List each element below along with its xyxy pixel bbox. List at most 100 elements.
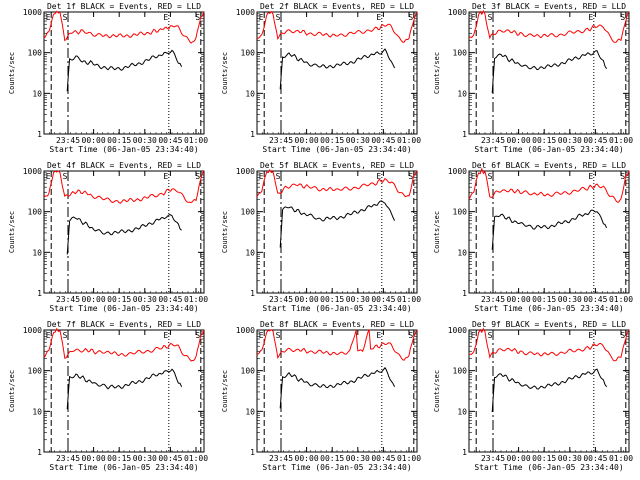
- chart-title: Det 6f BLACK = Events, RED = LLD: [472, 161, 626, 170]
- event-marker-label: S: [408, 331, 413, 340]
- x-tick-label: 00:45: [371, 136, 395, 145]
- y-tick-label: 100: [453, 367, 468, 376]
- y-tick-label: 1: [37, 130, 42, 139]
- chart-panel-1: Det 1f BLACK = Events, RED = LLD 1 10 100 10…: [8, 2, 208, 154]
- x-tick-label: 23:45: [269, 454, 293, 463]
- series-line-lld: [43, 10, 205, 44]
- event-marker-label: E: [471, 331, 476, 340]
- x-tick-label: 23:45: [481, 136, 505, 145]
- y-tick-label: 10: [245, 89, 255, 98]
- x-tick-label: 00:45: [583, 454, 607, 463]
- event-marker-label: E: [471, 172, 476, 181]
- chart-title: Det 9f BLACK = Events, RED = LLD: [472, 320, 626, 329]
- y-tick-label: 100: [453, 208, 468, 217]
- event-marker-label: E: [259, 172, 264, 181]
- y-tick-label: 1000: [448, 167, 467, 176]
- event-marker-label: S: [63, 331, 68, 340]
- chart-panel-2: Det 2f BLACK = Events, RED = LLD 1 10 100 10…: [221, 2, 421, 154]
- series-line-events: [279, 48, 396, 90]
- event-marker-label: S: [620, 13, 625, 22]
- series-line-lld: [256, 10, 418, 43]
- event-marker-label: S: [276, 13, 281, 22]
- y-axis-label: Counts/sec: [221, 52, 229, 94]
- series-line-events: [491, 50, 608, 93]
- y-tick-label: 10: [245, 248, 255, 257]
- event-marker-label: E: [163, 331, 168, 340]
- y-tick-label: 1000: [448, 8, 467, 17]
- chart-panel-8: Det 8f BLACK = Events, RED = LLD 1 10 100 10…: [221, 320, 421, 472]
- x-tick-label: 00:15: [532, 136, 556, 145]
- chart-title: Det 2f BLACK = Events, RED = LLD: [260, 2, 414, 11]
- x-axis-label: Start Time (06-Jan-05 23:34:40): [474, 304, 623, 313]
- chart-panel-7: Det 7f BLACK = Events, RED = LLD 1 10 100 10…: [8, 320, 208, 472]
- y-axis-label: Counts/sec: [221, 211, 229, 253]
- event-marker-label: E: [163, 13, 168, 22]
- event-marker-label: S: [63, 172, 68, 181]
- event-marker-label: E: [376, 172, 381, 181]
- x-tick-label: 00:15: [320, 136, 344, 145]
- x-tick-label: 00:30: [558, 454, 582, 463]
- y-tick-label: 10: [32, 248, 42, 257]
- x-tick-label: 23:45: [56, 136, 80, 145]
- chart-panel-6: Det 6f BLACK = Events, RED = LLD 1 10 100 10…: [433, 161, 633, 313]
- x-tick-label: 00:45: [371, 295, 395, 304]
- y-tick-label: 1: [462, 289, 467, 298]
- event-marker-label: E: [259, 13, 264, 22]
- x-tick-label: 00:00: [507, 454, 531, 463]
- y-tick-label: 1: [250, 130, 255, 139]
- y-tick-label: 1000: [448, 326, 467, 335]
- y-tick-label: 100: [241, 208, 256, 217]
- chart-title: Det 8f BLACK = Events, RED = LLD: [260, 320, 414, 329]
- y-tick-label: 10: [32, 407, 42, 416]
- series-line-events: [491, 209, 608, 250]
- series-line-lld: [468, 327, 630, 362]
- y-axis-label: Counts/sec: [8, 211, 16, 253]
- y-tick-label: 10: [457, 248, 467, 257]
- event-marker-label: S: [620, 331, 625, 340]
- x-tick-label: 00:00: [82, 295, 106, 304]
- y-tick-label: 1000: [236, 326, 255, 335]
- event-marker-label: E: [163, 172, 168, 181]
- series-line-events: [491, 368, 608, 413]
- y-tick-label: 1000: [23, 8, 42, 17]
- event-marker-label: S: [408, 13, 413, 22]
- x-tick-label: 00:00: [295, 295, 319, 304]
- event-marker-label: S: [488, 172, 493, 181]
- y-axis-label: Counts/sec: [433, 52, 441, 94]
- x-tick-label: 00:30: [346, 454, 370, 463]
- x-tick-label: 00:15: [532, 454, 556, 463]
- x-tick-label: 00:45: [371, 454, 395, 463]
- event-marker-label: S: [488, 13, 493, 22]
- y-tick-label: 1: [37, 289, 42, 298]
- x-tick-label: 00:30: [133, 136, 157, 145]
- event-marker-label: S: [620, 172, 625, 181]
- x-tick-label: 00:00: [507, 295, 531, 304]
- y-tick-label: 100: [28, 49, 43, 58]
- x-tick-label: 00:30: [133, 295, 157, 304]
- y-axis-label: Counts/sec: [433, 211, 441, 253]
- x-axis-label: Start Time (06-Jan-05 23:34:40): [49, 463, 198, 472]
- y-tick-label: 10: [457, 89, 467, 98]
- x-tick-label: 01:00: [609, 295, 633, 304]
- y-tick-label: 1: [462, 448, 467, 457]
- x-tick-label: 00:30: [133, 454, 157, 463]
- chart-title: Det 1f BLACK = Events, RED = LLD: [47, 2, 201, 11]
- x-tick-label: 01:00: [184, 454, 208, 463]
- chart-title: Det 3f BLACK = Events, RED = LLD: [472, 2, 626, 11]
- series-line-lld: [256, 329, 418, 361]
- y-tick-label: 1: [250, 289, 255, 298]
- x-tick-label: 00:30: [346, 136, 370, 145]
- x-tick-label: 00:45: [158, 454, 182, 463]
- x-tick-label: 00:45: [583, 295, 607, 304]
- y-tick-label: 1000: [23, 167, 42, 176]
- x-tick-label: 23:45: [56, 454, 80, 463]
- event-marker-label: E: [588, 172, 593, 181]
- x-tick-label: 00:00: [295, 454, 319, 463]
- chart-panel-9: Det 9f BLACK = Events, RED = LLD 1 10 100 10…: [433, 320, 633, 472]
- x-tick-label: 01:00: [609, 136, 633, 145]
- x-tick-label: 23:45: [56, 295, 80, 304]
- y-axis-label: Counts/sec: [8, 52, 16, 94]
- event-marker-label: E: [376, 13, 381, 22]
- y-axis-label: Counts/sec: [433, 370, 441, 412]
- chart-title: Det 7f BLACK = Events, RED = LLD: [47, 320, 201, 329]
